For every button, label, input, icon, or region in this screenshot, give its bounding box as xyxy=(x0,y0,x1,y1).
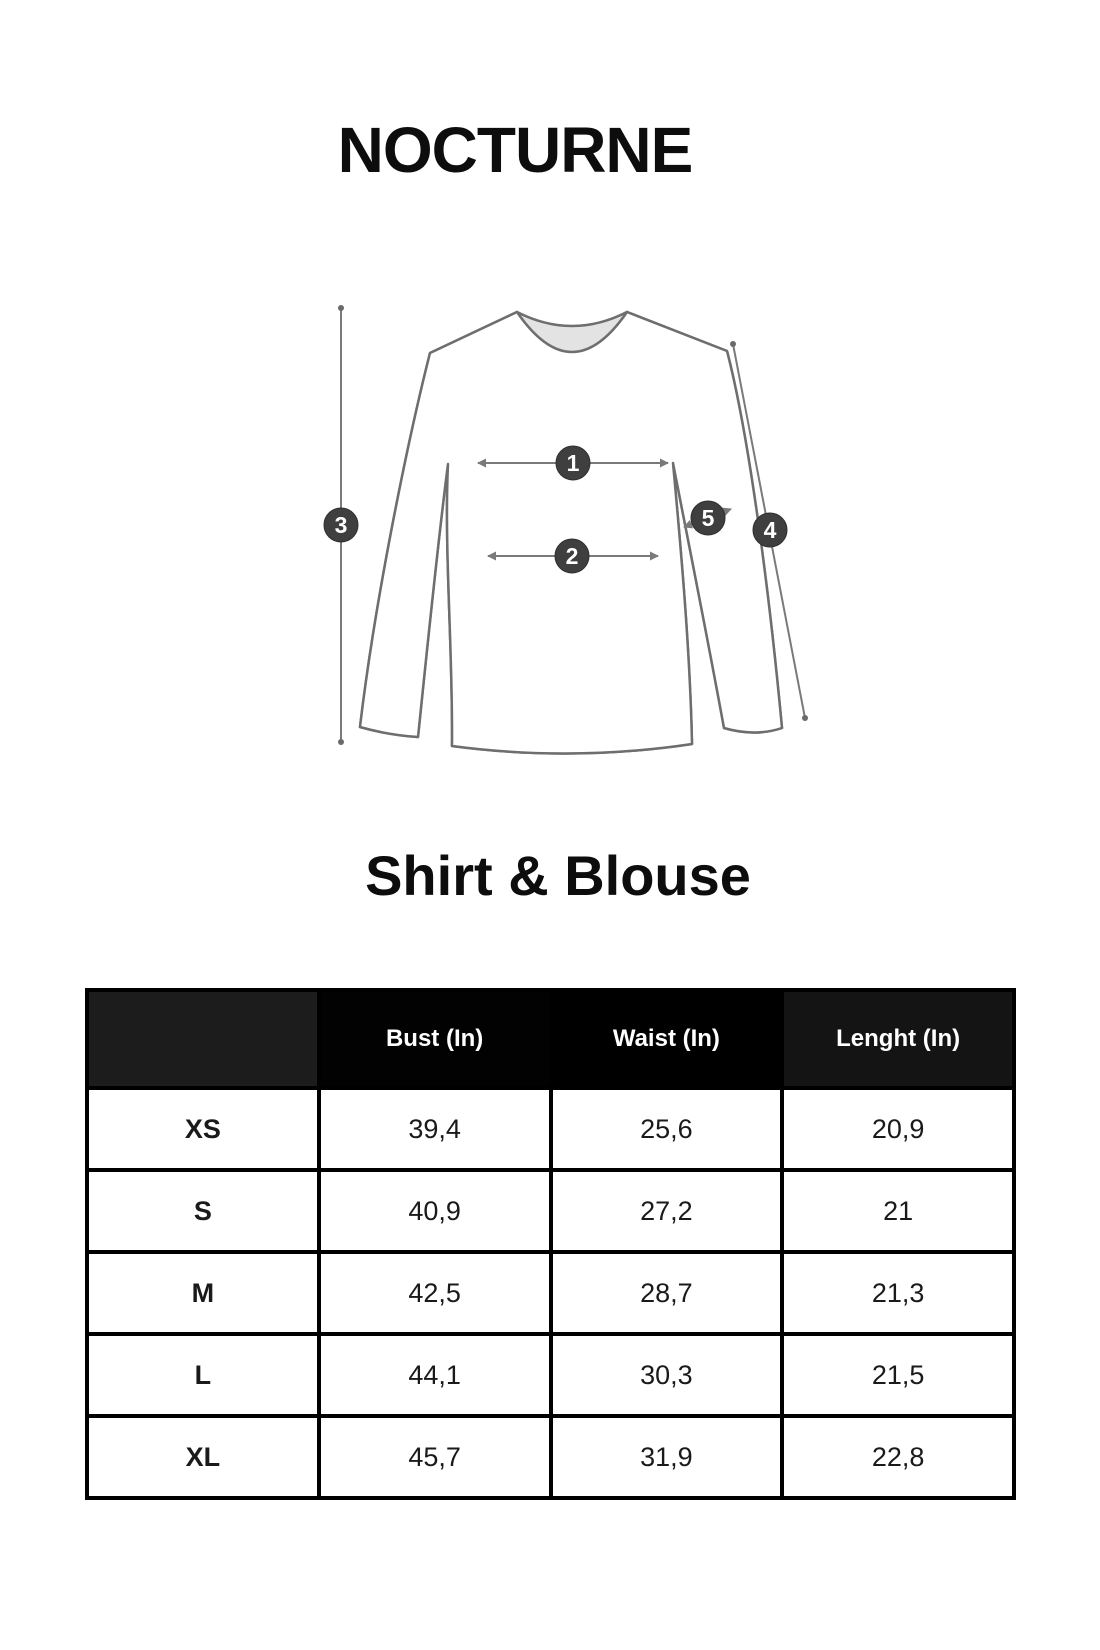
neckline xyxy=(515,310,629,354)
table-row-l: L 44,1 30,3 21,5 xyxy=(85,1332,1016,1418)
marker-label-5: 5 xyxy=(702,505,715,531)
size-label: S xyxy=(85,1168,321,1254)
header-row: Bust (In) Waist (In) Lenght (In) xyxy=(85,988,1016,1090)
marker-circle-4 xyxy=(752,512,788,548)
table-row-s: S 40,9 27,2 21 xyxy=(85,1168,1016,1254)
table-row-xs: XS 39,4 25,6 20,9 xyxy=(85,1086,1016,1172)
bust-value: 44,1 xyxy=(316,1332,553,1418)
header-corner-cell xyxy=(85,988,321,1090)
size-chart-header: Bust (In) Waist (In) Lenght (In) xyxy=(85,988,1016,1090)
marker-circle-5 xyxy=(690,500,726,536)
marker-label-1: 1 xyxy=(567,450,580,476)
bust-value: 42,5 xyxy=(316,1250,553,1336)
size-chart-body: XS 39,4 25,6 20,9 S 40,9 27,2 21 M 42,5 … xyxy=(85,1086,1016,1500)
waist-value: 25,6 xyxy=(548,1086,785,1172)
header-waist: Waist (In) xyxy=(548,988,785,1090)
header-bust: Bust (In) xyxy=(316,988,553,1090)
length-value: 22,8 xyxy=(780,1414,1016,1500)
size-chart-table: Bust (In) Waist (In) Lenght (In) XS 39,4… xyxy=(85,988,1016,1500)
shirt-measurement-diagram: 1 2 3 4 5 xyxy=(323,305,808,755)
size-label: L xyxy=(85,1332,321,1418)
marker-circle-2 xyxy=(554,538,590,574)
bust-value: 40,9 xyxy=(316,1168,553,1254)
brand-logo: NOCTURNE xyxy=(337,114,694,186)
measurement-badges: 1 2 3 4 5 xyxy=(323,445,788,574)
marker-circle-3 xyxy=(323,507,359,543)
length-value: 21,5 xyxy=(780,1332,1016,1418)
waist-value: 30,3 xyxy=(548,1332,785,1418)
size-label: XS xyxy=(85,1086,321,1172)
marker-label-4: 4 xyxy=(764,517,777,543)
shirt-outline-drawing xyxy=(358,310,784,755)
length-value: 21 xyxy=(780,1168,1016,1254)
bust-value: 45,7 xyxy=(316,1414,553,1500)
size-label: M xyxy=(85,1250,321,1336)
length-value: 20,9 xyxy=(780,1086,1016,1172)
waist-value: 27,2 xyxy=(548,1168,785,1254)
marker-label-2: 2 xyxy=(566,543,579,569)
size-label: XL xyxy=(85,1414,321,1500)
section-title: Shirt & Blouse xyxy=(365,844,751,907)
table-row-m: M 42,5 28,7 21,3 xyxy=(85,1250,1016,1336)
header-length: Lenght (In) xyxy=(780,988,1016,1090)
waist-value: 31,9 xyxy=(548,1414,785,1500)
marker-label-3: 3 xyxy=(335,512,348,538)
waist-value: 28,7 xyxy=(548,1250,785,1336)
table-row-xl: XL 45,7 31,9 22,8 xyxy=(85,1414,1016,1500)
marker-circle-1 xyxy=(555,445,591,481)
bust-value: 39,4 xyxy=(316,1086,553,1172)
length-value: 21,3 xyxy=(780,1250,1016,1336)
